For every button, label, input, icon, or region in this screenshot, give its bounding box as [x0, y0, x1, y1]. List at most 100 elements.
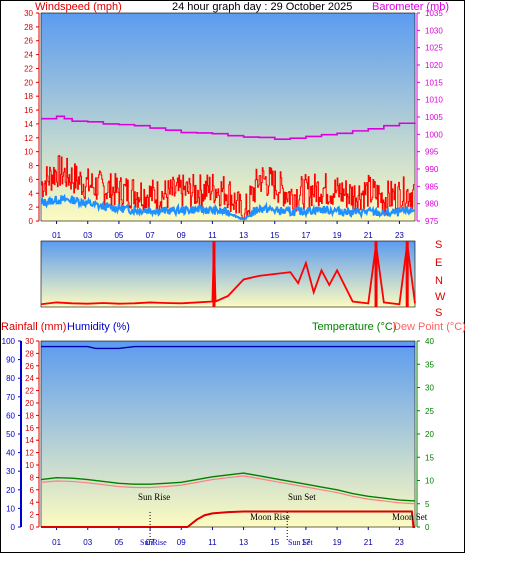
rainfall-tick-label: 8: [30, 473, 35, 482]
dir-label-s-top: S: [435, 239, 442, 251]
humidity-tick-label: 20: [6, 486, 15, 495]
rainfall-line: [41, 510, 415, 528]
temp-humidity-panel: [40, 340, 416, 528]
x-tick-label-bottom: 19: [333, 538, 342, 547]
barometer-tick-label: 1010: [425, 96, 443, 105]
barometer-tick-label: 1000: [425, 130, 443, 139]
wind-tick-label: 22: [24, 64, 33, 73]
x-tick-label-bottom: 17: [301, 538, 310, 547]
axis-ticks: 0246810121416182022242628309759809859909…: [2, 9, 444, 547]
x-tick-label-bottom: 07: [146, 538, 155, 547]
wind-tick-label: 28: [24, 23, 33, 32]
barometer-tick-label: 995: [425, 148, 439, 157]
wind-tick-label: 20: [24, 78, 33, 87]
sun-rise-annotation: Sun Rise: [138, 492, 170, 502]
barometer-axis-label: Barometer (mb): [372, 1, 449, 13]
moon-set-annotation: Moon Set: [392, 512, 428, 522]
x-tick-label-top: 13: [239, 231, 248, 240]
wind-tick-label: 8: [29, 162, 34, 171]
x-tick-label-bottom: 13: [239, 538, 248, 547]
barometer-tick-label: 975: [425, 217, 439, 226]
wind-average-line: [40, 193, 415, 221]
wind-tick-label: 10: [24, 148, 33, 157]
dir-label-w: W: [435, 291, 446, 303]
x-tick-label-top: 11: [208, 231, 217, 240]
barometer-tick-label: 1020: [425, 61, 443, 70]
x-tick-label-bottom: 05: [114, 538, 123, 547]
humidity-tick-label: 100: [2, 337, 16, 346]
x-tick-label-top: 09: [177, 231, 186, 240]
temperature-tick-label: 0: [425, 523, 430, 532]
humidity-tick-label: 50: [6, 430, 15, 439]
x-tick-label-top: 01: [52, 231, 61, 240]
x-tick-label-top: 21: [364, 231, 373, 240]
wind-tick-label: 12: [24, 134, 33, 143]
x-tick-label-top: 17: [301, 231, 310, 240]
data-series: [40, 115, 416, 540]
rainfall-tick-label: 28: [25, 349, 34, 358]
wind-tick-label: 14: [24, 120, 33, 129]
wind-tick-label: 4: [29, 189, 34, 198]
dir-label-e: E: [435, 257, 442, 269]
x-tick-label-bottom: 23: [395, 538, 404, 547]
humidity-tick-label: 0: [11, 523, 16, 532]
barometer-tick-label: 1025: [425, 44, 443, 53]
dewpoint-axis-label: Dew Point (°C): [393, 321, 466, 333]
moon-rise-annotation: Moon Rise: [250, 512, 290, 522]
barometer-tick-label: 1015: [425, 78, 443, 87]
humidity-tick-label: 90: [6, 356, 15, 365]
rainfall-tick-label: 2: [30, 511, 35, 520]
x-tick-label-bottom: 09: [177, 538, 186, 547]
humidity-line: [41, 345, 415, 350]
x-tick-label-top: 03: [83, 231, 92, 240]
barometer-tick-label: 1030: [425, 26, 443, 35]
sun-rise-time-label: SunRise: [140, 538, 167, 547]
rainfall-tick-label: 22: [25, 387, 34, 396]
barometer-tick-label: 990: [425, 165, 439, 174]
wind-direction-line: [40, 242, 416, 306]
wind-tick-label: 2: [29, 203, 34, 212]
x-tick-label-bottom: 21: [364, 538, 373, 547]
temperature-tick-label: 40: [425, 337, 434, 346]
dew-point-line: [40, 475, 416, 505]
barometer-tick-label: 1035: [425, 9, 443, 18]
temperature-tick-label: 25: [425, 407, 434, 416]
barometer-tick-label: 980: [425, 200, 439, 209]
temperature-axis-label: Temperature (°C): [312, 321, 396, 333]
chart-title: 24 hour graph day : 29 October 2025: [172, 1, 352, 13]
x-tick-label-bottom: 11: [208, 538, 217, 547]
wind-tick-label: 0: [29, 217, 34, 226]
x-tick-label-bottom: 15: [270, 538, 279, 547]
rainfall-tick-label: 12: [25, 449, 34, 458]
rainfall-tick-label: 16: [25, 424, 34, 433]
wind-tick-label: 18: [24, 92, 33, 101]
x-tick-label-top: 07: [146, 231, 155, 240]
wind-gust-line: [41, 154, 415, 221]
wind-tick-label: 30: [24, 9, 33, 18]
x-tick-label-top: 15: [270, 231, 279, 240]
sun-set-annotation: Sun Set: [288, 492, 316, 502]
x-tick-label-top: 19: [333, 231, 342, 240]
temperature-tick-label: 30: [425, 384, 434, 393]
rainfall-axis-label: Rainfall (mm): [1, 321, 66, 333]
windspeed-axis-label: Windspeed (mph): [35, 1, 122, 13]
humidity-tick-label: 40: [6, 449, 15, 458]
rainfall-tick-label: 26: [25, 362, 34, 371]
dir-label-s-bottom: S: [435, 307, 442, 319]
rainfall-tick-label: 18: [25, 411, 34, 420]
humidity-axis-label: Humidity (%): [67, 321, 130, 333]
temperature-line: [40, 472, 416, 502]
x-tick-label-top: 05: [114, 231, 123, 240]
dir-label-n: N: [435, 275, 443, 287]
rainfall-tick-label: 4: [30, 498, 35, 507]
x-tick-label-bottom: 03: [83, 538, 92, 547]
sun-set-time-label: Sun Set: [288, 538, 313, 547]
humidity-tick-label: 10: [6, 504, 15, 513]
temperature-tick-label: 10: [425, 477, 434, 486]
rainfall-tick-label: 24: [25, 374, 34, 383]
barometer-tick-label: 1005: [425, 113, 443, 122]
x-tick-label-top: 23: [395, 231, 404, 240]
temperature-tick-label: 35: [425, 360, 434, 369]
rainfall-tick-label: 6: [30, 486, 35, 495]
